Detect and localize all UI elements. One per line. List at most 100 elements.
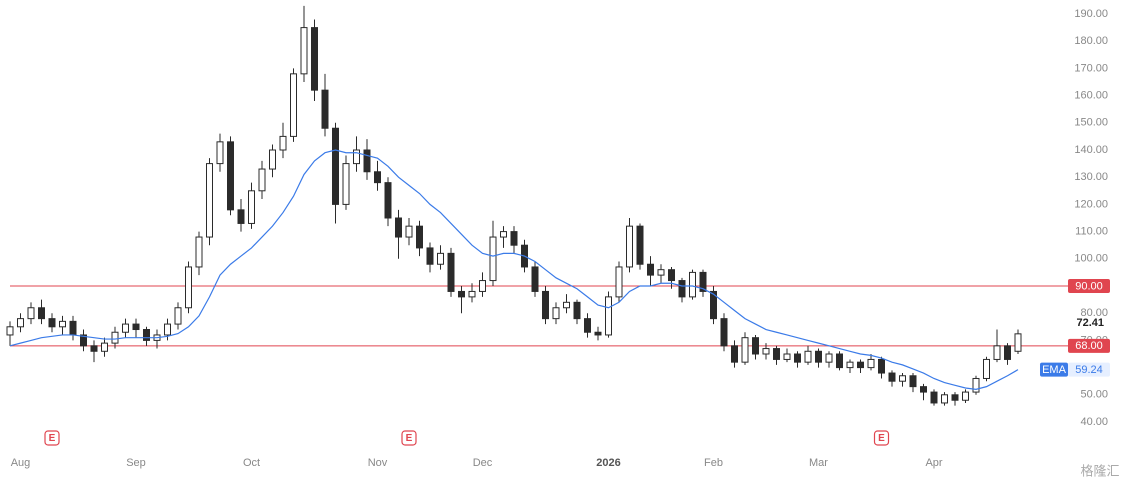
candle-body bbox=[332, 127, 339, 205]
y-tick-label: 160.00 bbox=[1074, 90, 1108, 102]
candle-body bbox=[290, 73, 297, 137]
candle-body bbox=[857, 361, 864, 369]
candle-body bbox=[269, 149, 276, 170]
candle-body bbox=[342, 163, 350, 205]
candle-body bbox=[206, 163, 213, 238]
y-tick-label: 120.00 bbox=[1074, 198, 1108, 210]
candle-body bbox=[647, 263, 654, 276]
candle-body bbox=[699, 271, 707, 292]
level-label: 68.00 bbox=[1075, 340, 1103, 352]
candle-body bbox=[941, 394, 948, 404]
candle-body bbox=[258, 168, 266, 192]
candle-body bbox=[878, 358, 885, 374]
earnings-label: E bbox=[49, 433, 56, 444]
candle-body bbox=[395, 217, 402, 238]
candle-body bbox=[762, 348, 770, 355]
candle-body bbox=[794, 353, 801, 363]
candle-body bbox=[615, 266, 623, 298]
candle-body bbox=[405, 225, 413, 238]
earnings-marker bbox=[873, 430, 890, 446]
candle-body bbox=[353, 149, 360, 165]
candle-body bbox=[804, 350, 812, 363]
candle-body bbox=[164, 323, 171, 336]
candle-body bbox=[741, 337, 749, 363]
candle-body bbox=[468, 290, 476, 298]
candle-body bbox=[636, 225, 644, 265]
candle-body bbox=[17, 318, 24, 328]
ema-line bbox=[9, 149, 1019, 390]
y-tick-label: 50.00 bbox=[1080, 389, 1108, 401]
ema-value: 59.24 bbox=[1075, 364, 1103, 376]
earnings-marker bbox=[401, 430, 417, 446]
candle-body bbox=[479, 280, 486, 292]
y-tick-label: 150.00 bbox=[1074, 117, 1108, 129]
x-tick-label: Aug bbox=[11, 457, 31, 469]
candle-body bbox=[227, 141, 234, 211]
y-tick-label: 180.00 bbox=[1074, 35, 1108, 47]
y-tick-label: 140.00 bbox=[1074, 144, 1108, 156]
candle-body bbox=[888, 372, 896, 382]
candle-body bbox=[689, 271, 696, 298]
x-tick-label: Dec bbox=[473, 457, 493, 469]
candle-body bbox=[1004, 345, 1011, 360]
candle-body bbox=[668, 269, 675, 282]
candle-body bbox=[899, 375, 906, 382]
candle-body bbox=[731, 345, 738, 363]
candle-body bbox=[846, 361, 854, 369]
candle-body bbox=[531, 266, 539, 292]
candle-body bbox=[930, 391, 938, 404]
candle-body bbox=[710, 290, 717, 320]
candle-body bbox=[321, 89, 329, 129]
candle-body bbox=[416, 225, 423, 249]
x-tick-label: Nov bbox=[368, 457, 388, 469]
y-tick-label: 40.00 bbox=[1080, 416, 1108, 428]
candle-body bbox=[573, 301, 581, 320]
y-tick-label: 170.00 bbox=[1074, 62, 1108, 74]
candle-body bbox=[174, 307, 182, 325]
last-price: 72.41 bbox=[1076, 317, 1104, 329]
y-tick-label: 190.00 bbox=[1074, 8, 1108, 20]
x-tick-label: Sep bbox=[126, 457, 146, 469]
candle-body bbox=[69, 320, 77, 336]
candle-body bbox=[38, 307, 45, 320]
candle-body bbox=[594, 331, 602, 336]
x-tick-label: Apr bbox=[925, 457, 942, 469]
candle-body bbox=[384, 182, 392, 219]
candle-body bbox=[48, 318, 56, 328]
candle-body bbox=[972, 377, 980, 393]
candle-body bbox=[300, 27, 308, 75]
candle-body bbox=[59, 320, 66, 328]
x-tick-label: Oct bbox=[243, 457, 260, 469]
candle-body bbox=[678, 280, 686, 298]
candle-body bbox=[122, 323, 129, 333]
candle-body bbox=[90, 345, 98, 352]
candle-body bbox=[626, 225, 633, 268]
candle-body bbox=[867, 358, 875, 369]
candle-body bbox=[552, 307, 560, 320]
earnings-label: E bbox=[878, 433, 885, 444]
candle-body bbox=[510, 231, 518, 246]
x-tick-label: Feb bbox=[704, 457, 723, 469]
candle-body bbox=[80, 334, 87, 347]
candle-body bbox=[983, 358, 990, 379]
candle-body bbox=[458, 290, 465, 298]
candle-body bbox=[426, 247, 434, 265]
candle-body bbox=[752, 337, 759, 355]
candle-body bbox=[605, 296, 612, 336]
earnings-label: E bbox=[406, 433, 413, 444]
candle-body bbox=[909, 375, 917, 388]
candle-body bbox=[1014, 333, 1022, 352]
candle-body bbox=[143, 329, 150, 341]
y-tick-label: 100.00 bbox=[1074, 253, 1108, 265]
y-tick-label: 110.00 bbox=[1075, 226, 1108, 238]
candle-body bbox=[993, 345, 1001, 360]
candle-body bbox=[195, 236, 203, 268]
earnings-marker bbox=[44, 430, 60, 446]
candle-body bbox=[447, 252, 455, 292]
candle-body bbox=[657, 269, 665, 276]
candle-body bbox=[185, 266, 192, 309]
candle-body bbox=[101, 342, 108, 352]
candle-body bbox=[216, 141, 224, 165]
candle-body bbox=[489, 236, 497, 282]
